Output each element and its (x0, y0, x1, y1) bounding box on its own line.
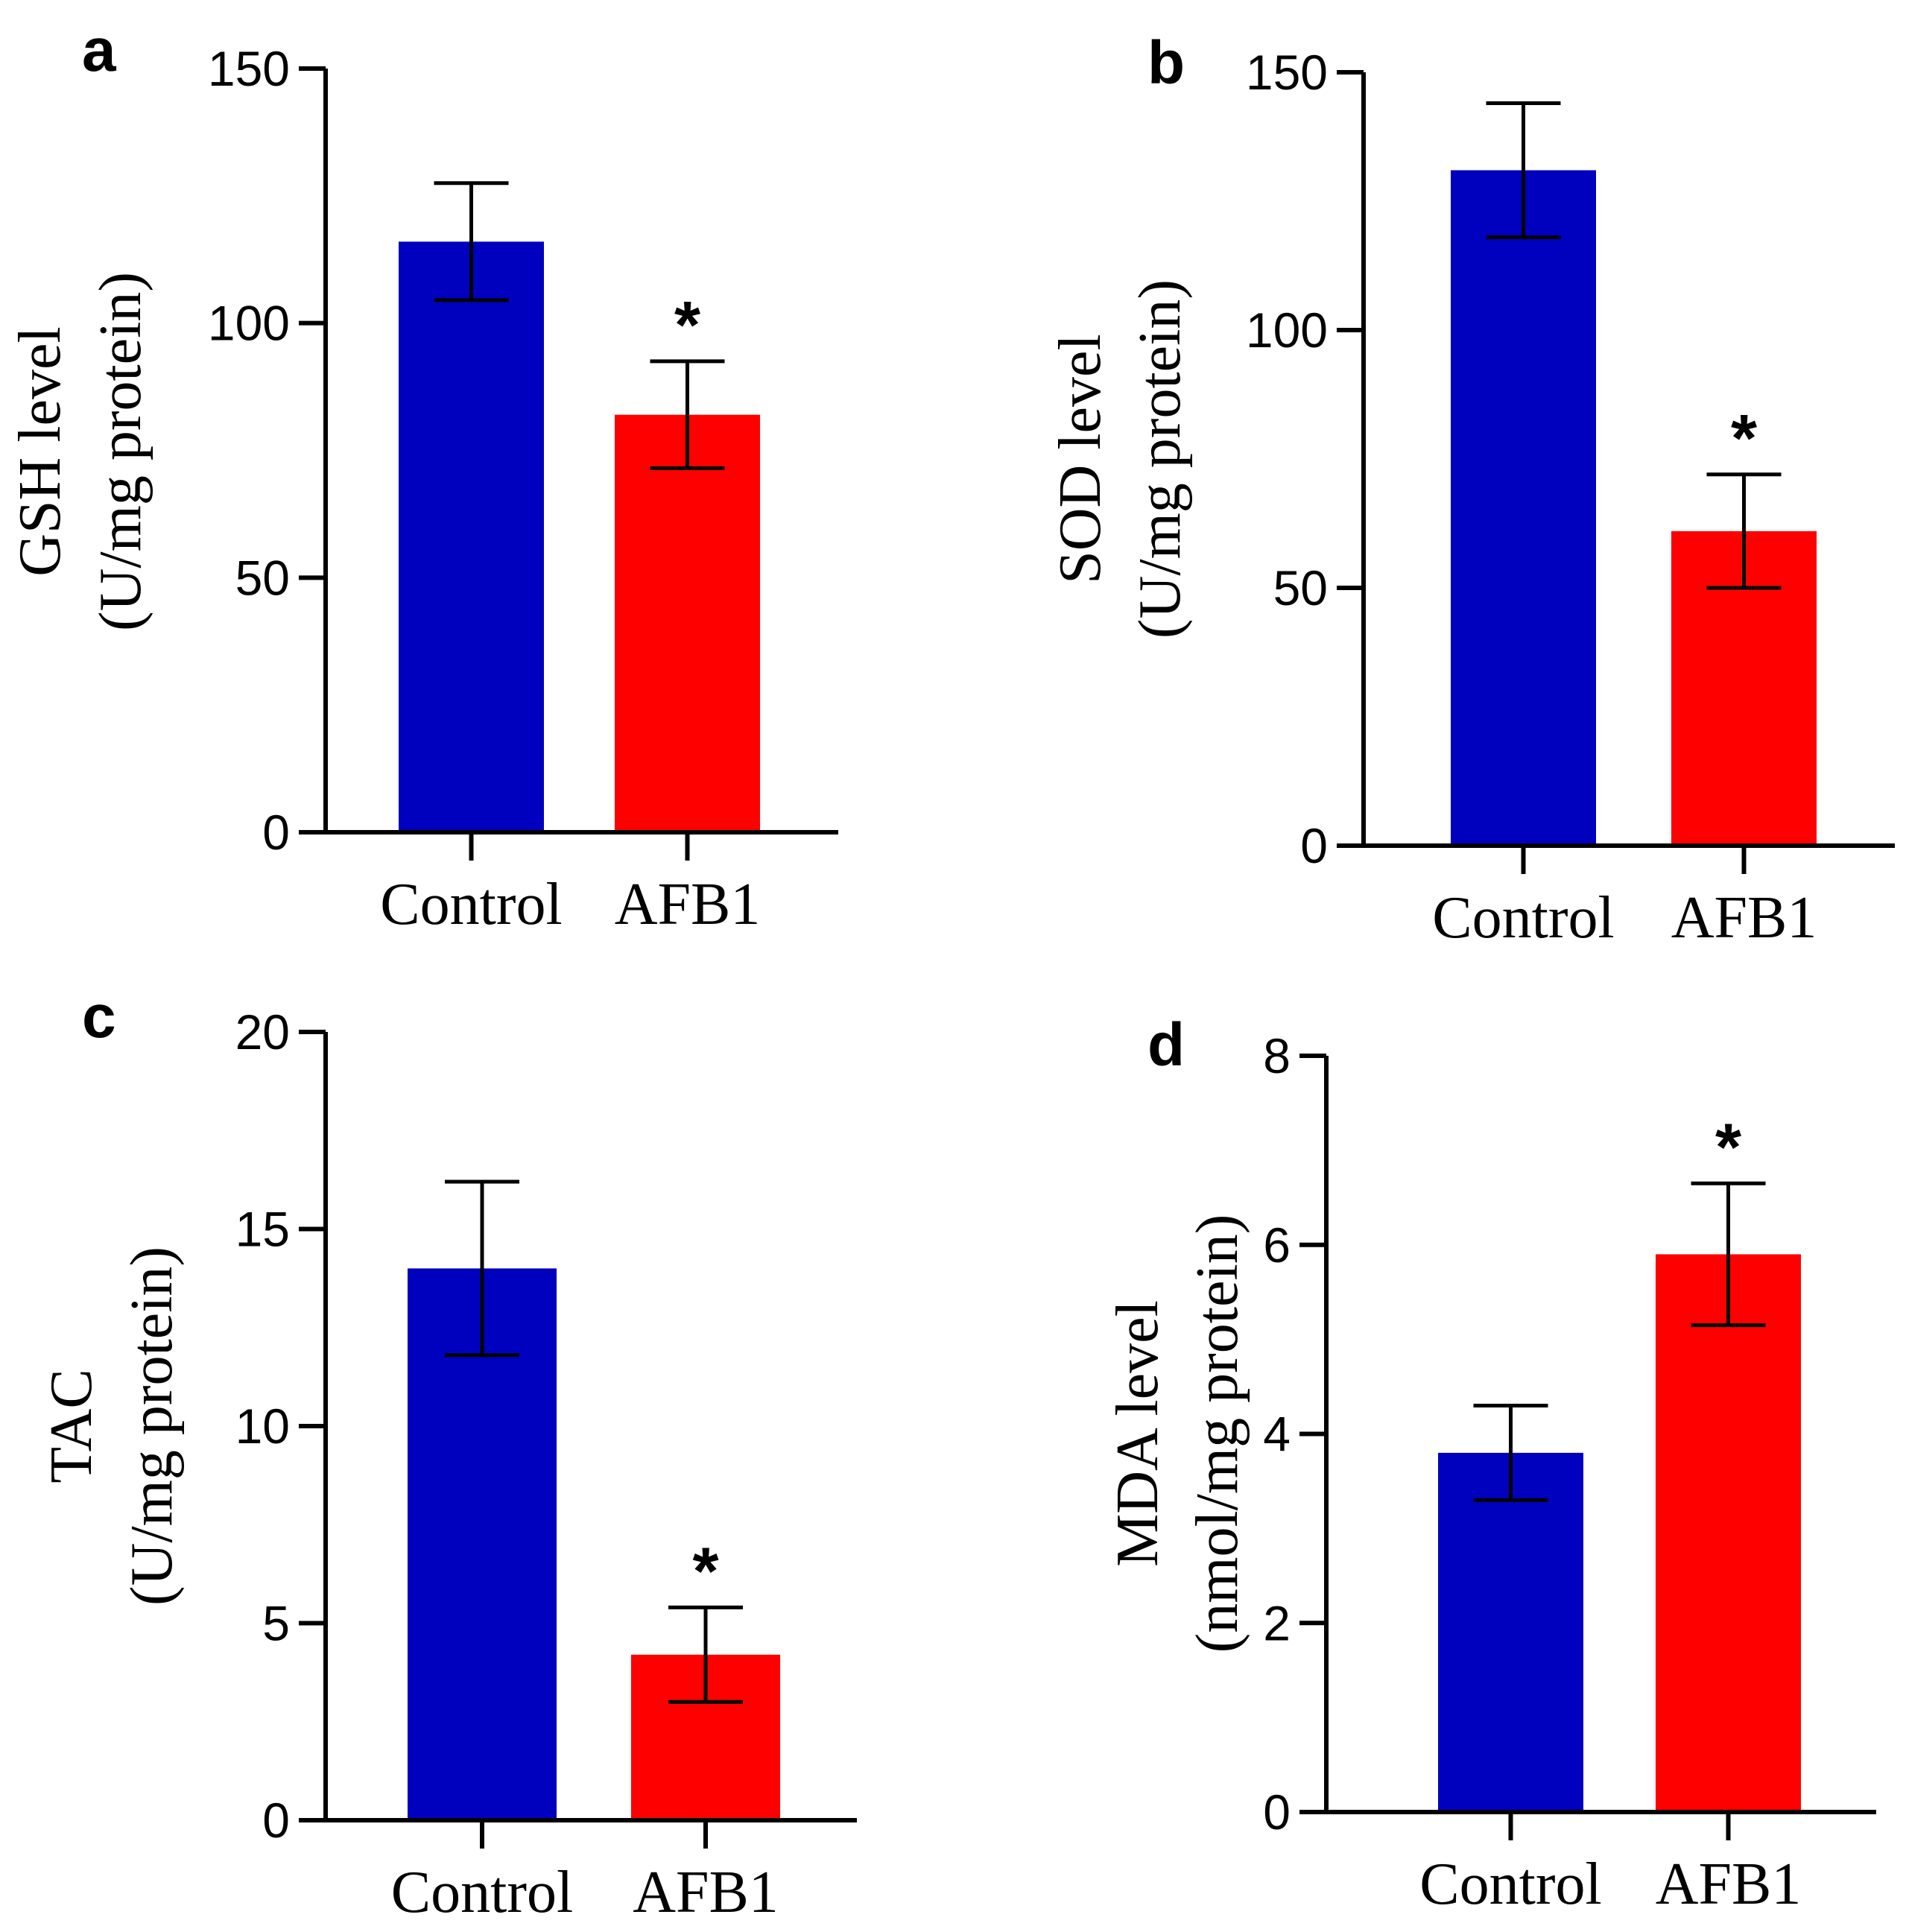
panel-label: d (1147, 1011, 1185, 1079)
significance-marker: * (674, 288, 700, 363)
y-tick-label: 8 (1263, 1028, 1291, 1083)
bar-control (399, 241, 544, 832)
y-tick-label: 5 (262, 1596, 290, 1651)
panel-label: b (1147, 29, 1185, 97)
significance-marker: * (1715, 1110, 1741, 1185)
bar-control (1438, 1452, 1583, 1812)
x-category-label-afb1: AFB1 (633, 1860, 779, 1925)
y-tick-label: 100 (208, 296, 290, 351)
y-axis-label: TAC (39, 1369, 104, 1483)
error-bar-control (434, 181, 509, 303)
y-axis-label-unit: (U/mg protein) (88, 272, 153, 631)
y-tick-label: 6 (1263, 1217, 1291, 1273)
y-tick-label: 2 (1263, 1595, 1291, 1650)
x-category-label-control: Control (1432, 885, 1614, 951)
y-axis-label-unit: (nmol/mg protein) (1185, 1214, 1250, 1653)
y-axis-label: MDA level (1105, 1300, 1171, 1567)
y-tick-label: 0 (1300, 818, 1328, 873)
x-category-label-control: Control (380, 872, 562, 937)
x-category-label-afb1: AFB1 (1671, 885, 1817, 951)
y-tick-label: 0 (1263, 1784, 1291, 1840)
significance-marker: * (692, 1534, 718, 1609)
y-tick-label: 150 (208, 41, 290, 96)
significance-marker: * (1731, 402, 1757, 476)
error-bar-afb1 (1691, 1181, 1766, 1328)
y-tick-label: 15 (235, 1202, 290, 1257)
y-axis-label-unit: (U/mg protein) (1127, 279, 1193, 639)
error-bar-control (1473, 1403, 1548, 1502)
chart-panel-c: * 0 5 10 15 20 Control AFB1 TAC (U/mg protein) c (39, 983, 857, 1925)
panel-label: c (82, 983, 116, 1051)
y-tick-label: 10 (235, 1399, 290, 1454)
bar-control (1451, 170, 1596, 846)
y-axis-label-unit: (U/mg protein) (119, 1247, 185, 1606)
y-tick-label: 150 (1246, 45, 1328, 100)
y-tick-label: 20 (235, 1004, 290, 1060)
bar-control (408, 1268, 557, 1820)
error-bar-afb1 (650, 359, 725, 470)
y-tick-label: 50 (1273, 560, 1328, 615)
chart-panel-d: * 0 2 4 6 8 Control AFB1 MDA level (nmol/mg prote… (1105, 1011, 1876, 1917)
error-bar-control (1486, 101, 1561, 239)
chart-panel-b: * 0 50 100 150 Control AFB1 SOD level (U/mg prot… (1048, 29, 1895, 951)
x-category-label-control: Control (391, 1860, 573, 1925)
y-tick-label: 0 (262, 805, 290, 860)
x-category-label-control: Control (1419, 1852, 1601, 1917)
y-axis-label: GSH level (7, 326, 73, 577)
y-tick-label: 0 (262, 1793, 290, 1848)
chart-panel-a: * 0 50 100 150 Control AFB1 GSH level (U/mg prot… (7, 16, 838, 937)
y-tick-label: 4 (1263, 1407, 1291, 1462)
error-bar-afb1 (1706, 472, 1782, 590)
bar-afb1 (615, 414, 760, 832)
y-tick-label: 50 (235, 550, 290, 605)
y-axis-label: SOD level (1048, 334, 1113, 584)
x-category-label-afb1: AFB1 (615, 872, 761, 937)
x-category-label-afb1: AFB1 (1656, 1852, 1802, 1917)
panel-label: a (82, 16, 117, 84)
error-bar-afb1 (668, 1605, 743, 1704)
error-bar-control (445, 1179, 519, 1358)
bar-afb1 (1656, 1254, 1801, 1812)
y-tick-label: 100 (1246, 303, 1328, 358)
